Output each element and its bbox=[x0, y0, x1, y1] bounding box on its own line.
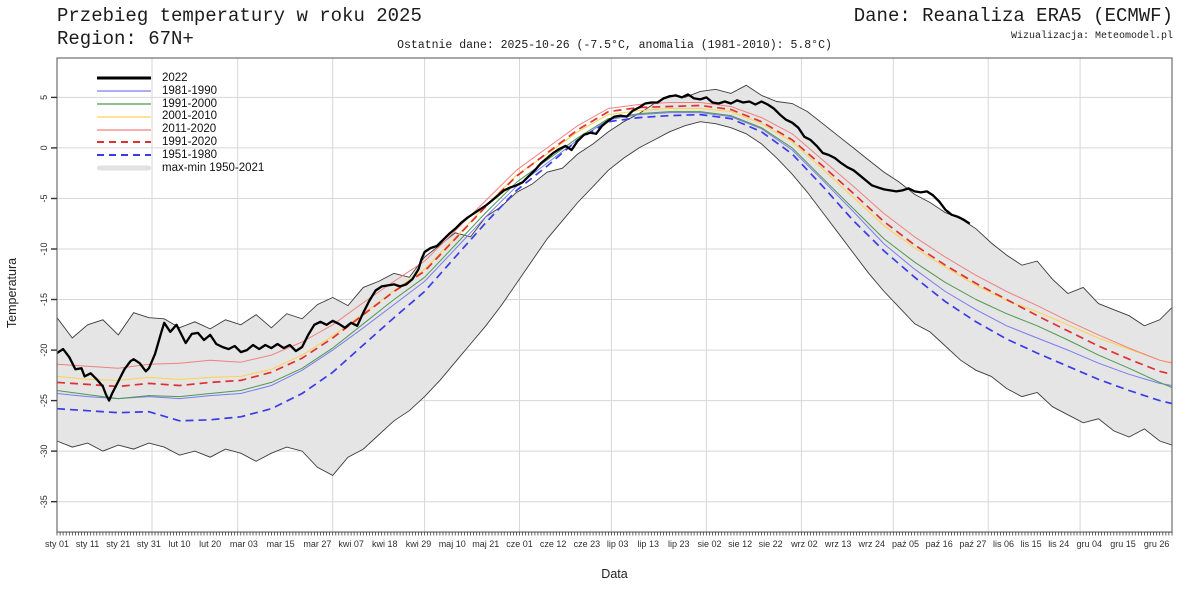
x-tick-label: gru 26 bbox=[1144, 539, 1170, 549]
band-min-edge bbox=[56, 121, 1173, 476]
series-line-2001-2010 bbox=[56, 108, 1173, 381]
legend: 2022 1981-1990 1991-2000 2001-2010 2011-2020… bbox=[95, 72, 264, 174]
series-line-1991-2020 bbox=[56, 104, 1173, 388]
legend-swatch-band bbox=[97, 165, 151, 171]
legend-item-1981-1990: 1981-1990 bbox=[95, 85, 264, 98]
y-tick-label: 5 bbox=[39, 95, 49, 100]
legend-label: 1981-1990 bbox=[162, 84, 217, 97]
x-tick-label: wrz 24 bbox=[858, 539, 886, 549]
y-tick-label: -10 bbox=[39, 242, 49, 255]
y-tick-label: -25 bbox=[39, 394, 49, 407]
x-tick-label: lis 15 bbox=[1021, 539, 1042, 549]
x-tick-label: maj 10 bbox=[439, 539, 466, 549]
x-tick-label: lut 10 bbox=[168, 539, 190, 549]
y-tick-label: -5 bbox=[39, 194, 49, 202]
legend-swatch-line bbox=[97, 116, 151, 118]
x-tick-label: sie 02 bbox=[697, 539, 721, 549]
legend-item-1991-2020: 1991-2020 bbox=[95, 136, 264, 149]
legend-item-2022: 2022 bbox=[95, 72, 264, 85]
series-line-1951-1980 bbox=[56, 113, 1173, 422]
legend-label: 2001-2010 bbox=[162, 110, 217, 123]
legend-item-1951-1980: 1951-1980 bbox=[95, 149, 264, 162]
y-tick-label: 0 bbox=[39, 145, 49, 150]
x-tick-label: sty 11 bbox=[76, 539, 99, 549]
x-tick-label: paź 16 bbox=[926, 539, 953, 549]
legend-label: 1951-1980 bbox=[162, 148, 217, 161]
x-tick-label: kwi 18 bbox=[372, 539, 398, 549]
x-tick-label: cze 12 bbox=[540, 539, 567, 549]
x-tick-label: mar 27 bbox=[303, 539, 331, 549]
x-tick-label: mar 15 bbox=[267, 539, 295, 549]
x-tick-label: mar 03 bbox=[230, 539, 258, 549]
x-tick-label: cze 01 bbox=[506, 539, 533, 549]
legend-label: max-min 1950-2021 bbox=[162, 161, 265, 174]
latest-data-subtitle: Ostatnie dane: 2025-10-26 (-7.5°C, anoma… bbox=[397, 39, 832, 52]
series-line-2022 bbox=[56, 93, 971, 402]
x-daily-ticks bbox=[56, 532, 1173, 536]
x-tick-label: sty 31 bbox=[137, 539, 161, 549]
legend-swatch-line bbox=[97, 128, 151, 131]
legend-swatch-line bbox=[97, 76, 151, 80]
visualization-credit: Wizualizacja: Meteomodel.pl bbox=[1010, 31, 1173, 42]
y-tick-label: -30 bbox=[39, 445, 49, 458]
legend-swatch-line bbox=[97, 154, 151, 157]
x-tick-label: lip 13 bbox=[637, 539, 659, 549]
legend-item-1991-2000: 1991-2000 bbox=[95, 98, 264, 111]
x-tick-label: gru 15 bbox=[1110, 539, 1136, 549]
x-tick-label: kwi 07 bbox=[338, 539, 364, 549]
series-line-2011-2020 bbox=[56, 102, 1173, 369]
x-tick-label: lip 03 bbox=[607, 539, 629, 549]
x-tick-label: lut 20 bbox=[199, 539, 221, 549]
x-axis-title: Data bbox=[601, 567, 628, 581]
legend-swatch-line bbox=[97, 103, 151, 105]
x-tick-label: sie 12 bbox=[728, 539, 752, 549]
x-tick-label: paź 05 bbox=[892, 539, 919, 549]
legend-item-2001-2010: 2001-2010 bbox=[95, 110, 264, 123]
data-source: Dane: Reanaliza ERA5 (ECMWF) bbox=[853, 5, 1173, 27]
y-tick-label: -20 bbox=[39, 344, 49, 357]
x-tick-label: wrz 13 bbox=[824, 539, 852, 549]
legend-swatch-line bbox=[97, 90, 151, 92]
chart-region: Region: 67N+ bbox=[57, 28, 194, 50]
band-max-edge bbox=[56, 84, 1173, 339]
x-tick-label: sie 22 bbox=[759, 539, 783, 549]
legend-item-max-min-1950-2021: max-min 1950-2021 bbox=[95, 162, 264, 175]
y-tick-label: -15 bbox=[39, 293, 49, 306]
x-tick-label: wrz 02 bbox=[790, 539, 818, 549]
y-tick-label: -35 bbox=[39, 495, 49, 508]
x-tick-label: kwi 29 bbox=[406, 539, 432, 549]
x-tick-label: gru 04 bbox=[1077, 539, 1103, 549]
band-max-min bbox=[57, 85, 1172, 476]
legend-label: 1991-2020 bbox=[162, 135, 217, 148]
x-tick-label: sty 01 bbox=[45, 539, 69, 549]
legend-item-2011-2020: 2011-2020 bbox=[95, 123, 264, 136]
legend-label: 2022 bbox=[162, 72, 188, 84]
x-tick-label: lis 24 bbox=[1048, 539, 1069, 549]
legend-swatch-line bbox=[97, 141, 151, 144]
x-tick-label: lip 23 bbox=[668, 539, 690, 549]
chart-title: Przebieg temperatury w roku 2025 bbox=[57, 5, 422, 27]
x-tick-label: lis 06 bbox=[993, 539, 1014, 549]
y-axis-title: Temperatura bbox=[5, 257, 19, 329]
legend-label: 1991-2000 bbox=[162, 97, 217, 110]
legend-label: 2011-2020 bbox=[162, 123, 217, 136]
x-tick-label: paź 27 bbox=[959, 539, 986, 549]
x-tick-label: sty 21 bbox=[106, 539, 130, 549]
x-tick-label: maj 21 bbox=[472, 539, 499, 549]
x-tick-label: cze 23 bbox=[574, 539, 601, 549]
